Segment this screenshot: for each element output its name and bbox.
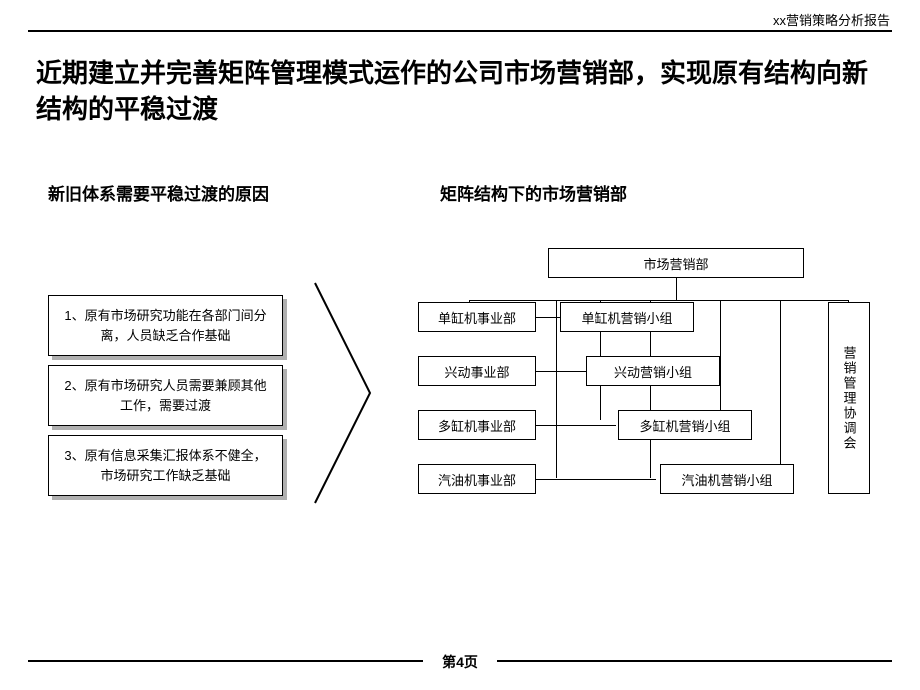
org-right-4: 汽油机营销小组: [660, 464, 794, 494]
reason-box-1: 1、原有市场研究功能在各部门间分离，人员缺乏合作基础: [48, 295, 283, 356]
main-title: 近期建立并完善矩阵管理模式运作的公司市场营销部，实现原有结构向新结构的平稳过渡: [36, 55, 886, 128]
arrow-icon: [310, 278, 380, 508]
line: [536, 425, 616, 426]
header-rule: [28, 30, 892, 32]
line: [780, 300, 781, 478]
org-top: 市场营销部: [548, 248, 804, 278]
line: [536, 371, 586, 372]
line: [556, 300, 557, 478]
subtitle-right: 矩阵结构下的市场营销部: [440, 180, 627, 205]
line: [536, 479, 656, 480]
page-number: 第4页: [0, 652, 920, 672]
header-label: xx营销策略分析报告: [773, 10, 890, 29]
reason-box-3: 3、原有信息采集汇报体系不健全，市场研究工作缺乏基础: [48, 435, 283, 496]
org-left-1: 单缸机事业部: [418, 302, 536, 332]
line: [676, 278, 677, 300]
line: [720, 300, 721, 420]
line: [469, 300, 849, 301]
org-right-2: 兴动营销小组: [586, 356, 720, 386]
org-left-4: 汽油机事业部: [418, 464, 536, 494]
org-left-3: 多缸机事业部: [418, 410, 536, 440]
subtitle-left: 新旧体系需要平稳过渡的原因: [48, 180, 269, 205]
org-right-3: 多缸机营销小组: [618, 410, 752, 440]
org-side: 营销管理协调会: [828, 302, 870, 494]
org-left-2: 兴动事业部: [418, 356, 536, 386]
org-right-1: 单缸机营销小组: [560, 302, 694, 332]
reason-box-2: 2、原有市场研究人员需要兼顾其他工作，需要过渡: [48, 365, 283, 426]
